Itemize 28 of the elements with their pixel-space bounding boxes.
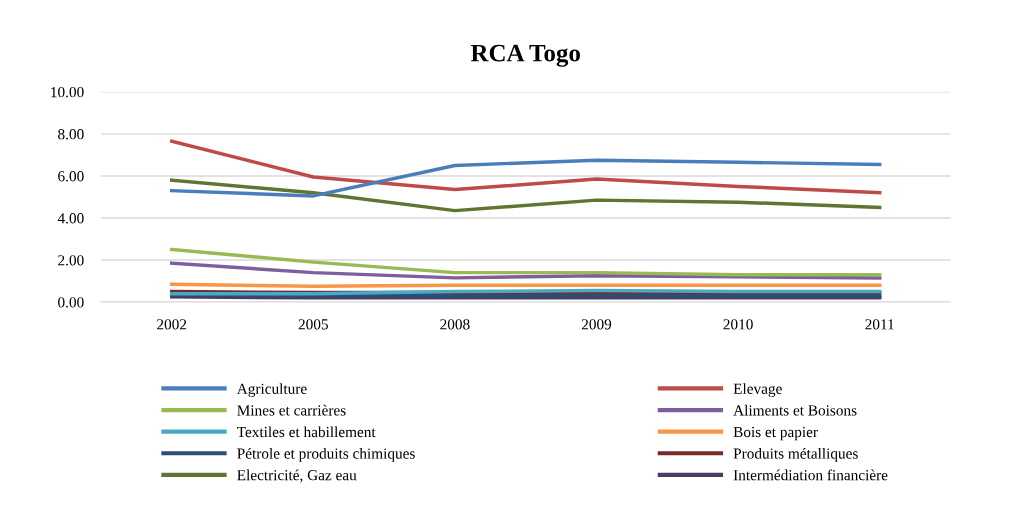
legend-label: Agriculture bbox=[236, 383, 307, 398]
x-tick-label: 2011 bbox=[865, 319, 894, 330]
x-tick-label: 2009 bbox=[581, 319, 612, 330]
y-tick-label: 2.00 bbox=[58, 255, 84, 266]
legend-label: Intermédiation financière bbox=[733, 469, 888, 481]
line-series bbox=[169, 261, 882, 280]
y-tick-label: 10.00 bbox=[51, 87, 84, 98]
line-series bbox=[169, 158, 882, 198]
y-tick-label: 8.00 bbox=[58, 129, 84, 140]
line-series bbox=[169, 247, 882, 277]
line-series bbox=[169, 178, 882, 213]
legend-label: Pétrole et produits chimiques bbox=[237, 447, 415, 462]
line-series bbox=[169, 139, 882, 195]
x-tick-label: 2002 bbox=[157, 319, 187, 330]
legend-label: Bois et papier bbox=[733, 426, 818, 441]
x-tick-label: 2008 bbox=[440, 319, 470, 330]
legend-label: Electricité, Gaz eau bbox=[237, 469, 357, 483]
x-tick-label: 2005 bbox=[298, 319, 328, 330]
legend-label: Produits métalliques bbox=[733, 447, 858, 462]
legend-label: Textiles et habillement bbox=[237, 426, 376, 438]
y-tick-label: 6.00 bbox=[58, 171, 84, 182]
y-tick-label: 0.00 bbox=[58, 297, 84, 308]
x-tick-label: 2010 bbox=[723, 319, 753, 330]
legend-label: Aliments et Boisons bbox=[733, 404, 857, 416]
chart-title: RCA Togo bbox=[470, 44, 580, 67]
legend-label: Mines et carrières bbox=[237, 404, 346, 416]
legend-label: Elevage bbox=[733, 383, 782, 398]
y-tick-label: 4.00 bbox=[57, 213, 84, 224]
